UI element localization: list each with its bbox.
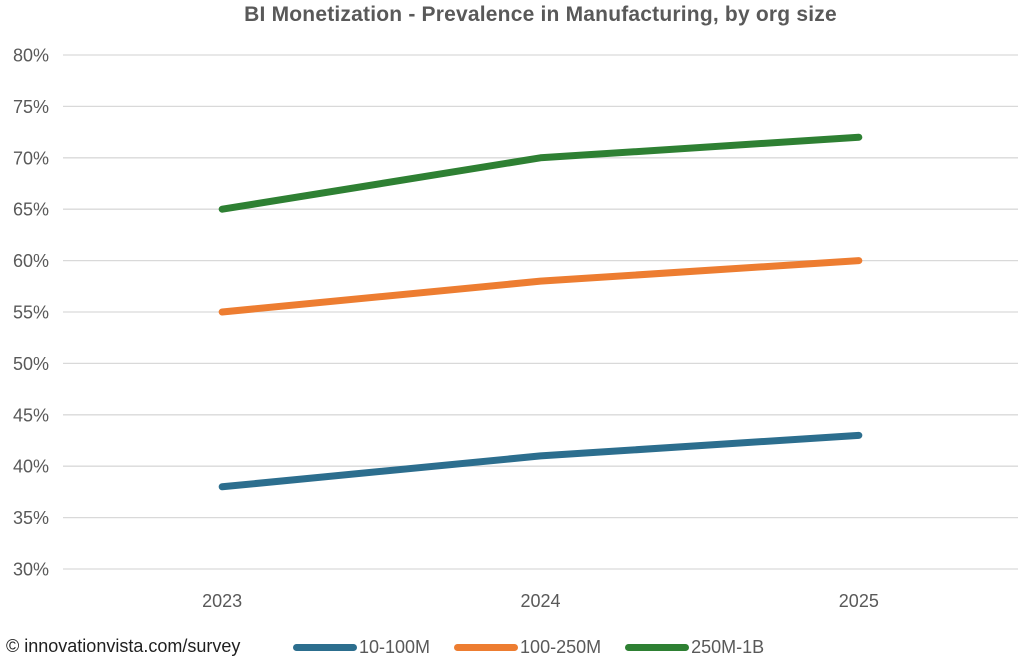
y-axis-tick-label: 45% [13,405,49,425]
y-axis-tick-label: 70% [13,148,49,168]
legend-swatch-100-250M [454,643,519,651]
x-axis-tick-label: 2025 [839,591,879,611]
y-axis-tick-label: 40% [13,457,49,477]
legend-swatch-10-100M [293,643,357,651]
chart-title: BI Monetization - Prevalence in Manufact… [244,3,837,26]
series-line-100-250M [218,257,863,316]
legend: 10-100M 100-250M 250M-1B [293,632,764,662]
y-axis-tick-label: 65% [13,200,49,220]
y-axis-tick-label: 30% [13,560,49,580]
y-axis-tick-label: 80% [13,46,49,66]
y-axis-tick-label: 75% [13,97,49,117]
x-axis-tick-label: 2023 [202,591,242,611]
legend-label: 250M-1B [691,636,765,657]
chart-footer: © innovationvista.com/survey 10-100M 100-… [0,632,1024,662]
legend-item-250M-1B: 250M-1B [625,637,764,658]
y-axis-tick-label: 35% [13,508,49,528]
y-axis-tick-label: 50% [13,354,49,374]
legend-item-100-250M: 100-250M [454,637,601,658]
y-axis-tick-label: 55% [13,303,49,323]
series-line-10-100M [218,431,863,491]
legend-item-10-100M: 10-100M [293,637,430,658]
line-chart: 80% 75% 70% 65% 60% 55% 50% 45% 40% 35% 30% 2023 202… [13,46,1018,611]
legend-label: 100-250M [520,636,602,657]
x-axis-tick-label: 2024 [520,591,560,611]
series-line-250M-1B [218,133,863,213]
copyright-text: © innovationvista.com/survey [6,636,241,656]
legend-label: 10-100M [359,636,431,657]
legend-swatch-250M-1B [625,643,690,651]
y-axis-tick-label: 60% [13,251,49,271]
